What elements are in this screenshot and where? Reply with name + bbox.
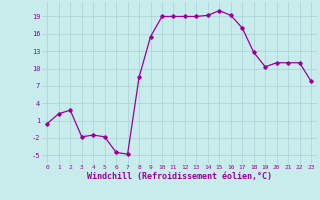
X-axis label: Windchill (Refroidissement éolien,°C): Windchill (Refroidissement éolien,°C) [87,172,272,181]
